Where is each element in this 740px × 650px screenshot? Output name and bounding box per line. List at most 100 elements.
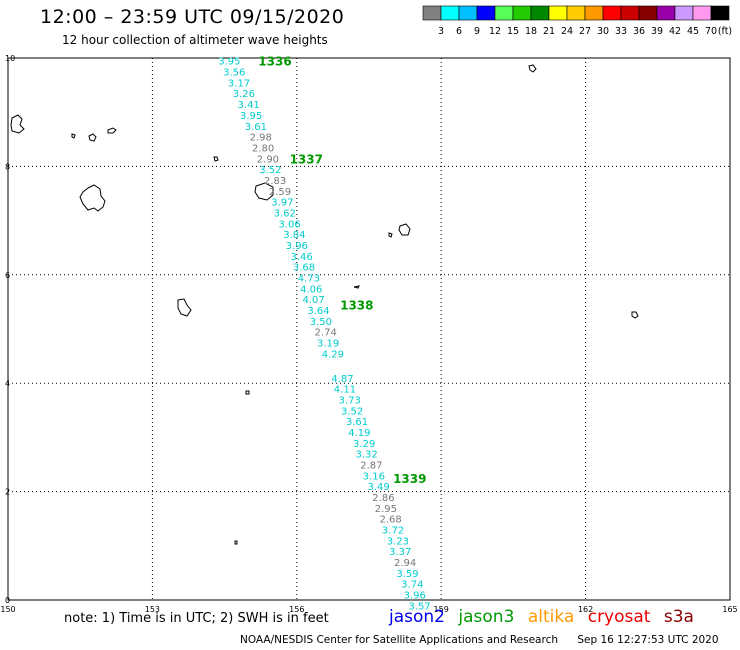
- legend-altika: altika: [527, 607, 575, 627]
- island-outline: [88, 133, 97, 142]
- pass-number-label: 1336: [258, 55, 291, 69]
- wave-height-label: 3.23: [387, 536, 409, 547]
- colorbar-tick-label: 18: [525, 26, 537, 37]
- wave-height-label: 3.37: [389, 547, 411, 558]
- wave-height-label: 2.83: [264, 176, 286, 187]
- colorbar-swatch: [602, 5, 622, 21]
- island-outline: [631, 311, 639, 319]
- colorbar-tick-label: 70: [705, 26, 717, 37]
- wave-height-label: 2.87: [360, 461, 382, 472]
- colorbar-tick-label: 3: [438, 26, 444, 37]
- colorbar-swatch: [494, 5, 514, 21]
- wave-height-label: 4.29: [322, 349, 344, 360]
- wave-height-label: 3.72: [382, 526, 404, 537]
- y-tick-label: 8: [5, 162, 10, 171]
- colorbar-tick-label: 6: [456, 26, 462, 37]
- island-outline: [528, 64, 537, 73]
- pass-number-label: 1339: [393, 472, 426, 486]
- island-outline: [10, 114, 25, 134]
- island-outline: [245, 390, 250, 395]
- footer-source: NOAA/NESDIS Center for Satellite Applica…: [240, 634, 558, 646]
- island-outline: [234, 540, 238, 545]
- colorbar-tick-label: 39: [651, 26, 663, 37]
- wave-height-label: 4.06: [300, 284, 322, 295]
- wave-height-label: 2.95: [375, 504, 397, 515]
- colorbar-tick-label: 33: [615, 26, 627, 37]
- colorbar-swatch: [548, 5, 568, 21]
- island-outline: [71, 133, 76, 139]
- wave-height-label: 3.32: [355, 450, 377, 461]
- wave-height-label: 3.19: [317, 339, 339, 350]
- colorbar-swatch: [440, 5, 460, 21]
- footer-timestamp: Sep 16 12:27:53 UTC 2020: [577, 634, 719, 646]
- colorbar-swatch: [620, 5, 640, 21]
- wave-height-label: 2.90: [257, 154, 279, 165]
- pass-number-label: 1337: [290, 152, 323, 166]
- pass-numbers: 1336 1337 1338 1339: [258, 55, 426, 486]
- wave-height-label: 2.80: [252, 143, 274, 154]
- wave-height-label: 3.61: [245, 122, 267, 133]
- y-tick-label: 4: [5, 379, 10, 388]
- colorbar-swatch: [692, 5, 712, 21]
- x-tick-label: 165: [722, 605, 737, 614]
- wave-height-label: 3.49: [367, 482, 389, 493]
- colorbar-tick-label: 9: [474, 26, 480, 37]
- y-tick-label: 6: [5, 271, 10, 280]
- colorbar-tick-label: 21: [543, 26, 555, 37]
- colorbar-tick-label: 24: [561, 26, 573, 37]
- colorbar-swatch: [566, 5, 586, 21]
- colorbar-tick-label: 15: [507, 26, 519, 37]
- wave-height-label: 3.68: [293, 263, 315, 274]
- wave-height-label: 3.41: [238, 100, 260, 111]
- x-tick-label: 150: [0, 605, 15, 614]
- colorbar-swatch: [458, 5, 478, 21]
- wave-height-label: 3.96: [286, 241, 308, 252]
- legend-jason3: jason3: [458, 607, 515, 627]
- wave-height-colorbar: 3 6 9 12 15 18 21 24 27 30 33 36 39 42 45 70 (ft): [422, 5, 732, 37]
- wave-height-label: 2.68: [380, 515, 402, 526]
- satellite-legend: jason2 jason3 altika cryosat s3a: [389, 607, 702, 627]
- colorbar-tick-label: 27: [579, 26, 591, 37]
- wave-height-label: 2.94: [394, 558, 416, 569]
- colorbar-swatch: [422, 5, 442, 21]
- wave-height-label: 3.62: [274, 208, 296, 219]
- y-tick-label: 2: [5, 488, 10, 497]
- island-outline: [177, 298, 192, 317]
- note-text: note: 1) Time is in UTC; 2) SWH is in fe…: [64, 611, 329, 626]
- colorbar-swatch: [674, 5, 694, 21]
- footer: NOAA/NESDIS Center for Satellite Applica…: [240, 634, 719, 646]
- colorbar-swatch: [656, 5, 676, 21]
- wave-height-label: 3.46: [290, 252, 312, 263]
- y-tick-label: 0: [5, 596, 10, 605]
- grid-lines: [7, 57, 731, 601]
- wave-height-label: 3.29: [353, 439, 375, 450]
- wave-height-label: 3.74: [401, 580, 423, 591]
- colorbar-tick-label: 36: [633, 26, 645, 37]
- map-frame: [7, 57, 731, 601]
- colorbar-swatch: [512, 5, 532, 21]
- colorbar-swatch: [710, 5, 730, 21]
- wave-height-label: 3.59: [396, 569, 418, 580]
- legend-s3a: s3a: [663, 607, 694, 627]
- wave-height-label: 4.73: [298, 274, 320, 285]
- wave-height-label: 3.95: [240, 111, 262, 122]
- wave-height-label: 3.84: [283, 230, 305, 241]
- wave-height-label: 2.59: [269, 187, 291, 198]
- island-outline: [254, 182, 274, 201]
- wave-height-label: 3.06: [278, 219, 300, 230]
- chart-subtitle: 12 hour collection of altimeter wave hei…: [62, 33, 328, 47]
- wave-height-label: 4.87: [331, 374, 353, 385]
- pass-number-label: 1338: [340, 299, 373, 313]
- colorbar-tick-label: 30: [597, 26, 609, 37]
- legend-jason2: jason2: [389, 607, 445, 627]
- colorbar-swatch: [584, 5, 604, 21]
- island-outline: [353, 285, 360, 289]
- wave-height-label: 2.98: [250, 133, 272, 144]
- colorbar-tick-label: 45: [687, 26, 699, 37]
- colorbar-unit: (ft): [718, 26, 732, 37]
- island-outline: [107, 127, 117, 134]
- island-outlines: [10, 64, 639, 545]
- colorbar-swatch: [638, 5, 658, 21]
